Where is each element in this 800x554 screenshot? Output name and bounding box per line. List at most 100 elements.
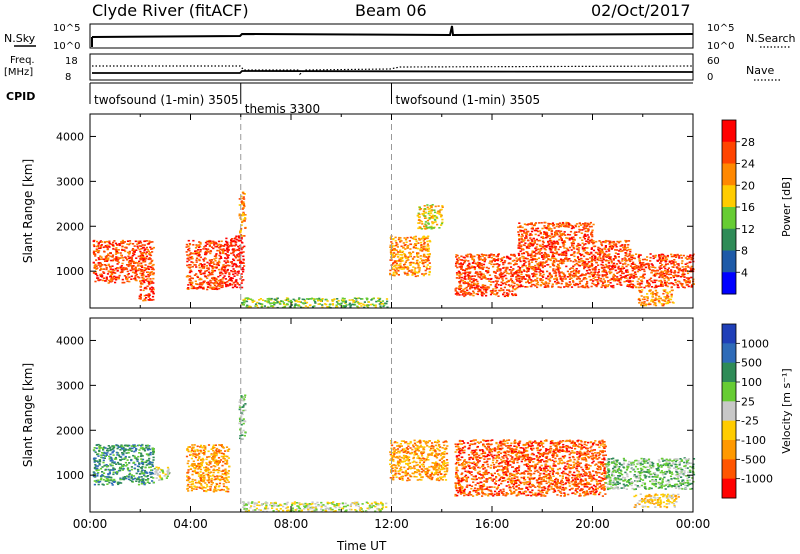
scatter-cell [134, 463, 137, 466]
scatter-cell [592, 242, 595, 245]
scatter-cell [600, 243, 603, 245]
scatter-cell [104, 280, 107, 282]
scatter-cell [111, 460, 114, 462]
scatter-cell [135, 279, 138, 282]
scatter-cell [201, 282, 204, 285]
scatter-cell [653, 281, 657, 284]
scatter-cell [422, 274, 425, 277]
scatter-cell [614, 265, 617, 267]
scatter-cell [191, 282, 194, 284]
scatter-cell [148, 273, 152, 275]
scatter-cell [565, 223, 568, 225]
scatter-cell [417, 222, 420, 224]
scatter-cell [647, 263, 650, 266]
scatter-cell [395, 272, 398, 275]
scatter-cell [462, 288, 465, 291]
scatter-cell [97, 471, 100, 474]
scatter-cell [509, 266, 513, 268]
scatter-cell [136, 262, 139, 264]
scatter-cell [586, 285, 589, 287]
scatter-cell [688, 261, 691, 263]
scatter-cell [112, 276, 115, 278]
scatter-cell [583, 235, 586, 237]
scatter-cell [410, 261, 413, 264]
scatter-cell [640, 303, 643, 306]
scatter-cell [423, 225, 426, 228]
scatter-cell [533, 242, 536, 244]
scatter-cell [545, 254, 548, 256]
scatter-cell [551, 241, 554, 244]
scatter-cell [440, 224, 443, 226]
scatter-cell [195, 261, 198, 263]
scatter-cell [534, 223, 537, 225]
scatter-cell [586, 265, 589, 267]
scatter-cell [366, 298, 369, 301]
scatter-cell [412, 246, 415, 249]
scatter-cell [485, 278, 488, 280]
scatter-cell [517, 244, 520, 247]
scatter-cell [142, 258, 145, 260]
scatter-cell [659, 275, 662, 277]
scatter-cell [649, 256, 652, 259]
scatter-cell [654, 266, 657, 269]
scatter-cell [606, 276, 609, 279]
scatter-cell [585, 258, 588, 260]
date-label: 02/Oct/2017 [591, 1, 691, 20]
scatter-cell [123, 476, 127, 478]
scatter-cell [604, 241, 607, 244]
scatter-cell [609, 258, 612, 261]
scatter-cell [568, 281, 571, 283]
scatter-cell [134, 272, 137, 274]
scatter-cell [380, 302, 383, 304]
scatter-cell [470, 286, 473, 289]
scatter-cell [408, 240, 411, 242]
scatter-cell [616, 272, 619, 274]
scatter-cell [234, 263, 238, 266]
scatter-cell [454, 293, 457, 295]
scatter-cell [404, 238, 408, 241]
scatter-cell [461, 290, 464, 292]
scatter-cell [251, 299, 254, 302]
scatter-cell [546, 236, 549, 238]
scatter-cell [114, 259, 118, 261]
scatter-cell [463, 262, 466, 264]
scatter-cell [568, 224, 571, 226]
scatter-cell [471, 257, 474, 259]
scatter-cell [144, 471, 147, 473]
scatter-cell [263, 305, 266, 307]
scatter-cell [557, 243, 560, 245]
scatter-cell [120, 265, 123, 267]
scatter-cell [111, 448, 114, 451]
scatter-cell [415, 242, 418, 245]
scatter-cell [159, 476, 162, 479]
scatter-cell [470, 275, 473, 278]
scatter-cell [425, 217, 428, 219]
scatter-cell [120, 456, 123, 458]
scatter-cell [594, 251, 597, 254]
scatter-cell [187, 284, 190, 286]
scatter-cell [423, 241, 426, 244]
scatter-cell [559, 286, 562, 289]
scatter-cell [202, 258, 205, 261]
scatter-cell [223, 245, 226, 247]
scatter-cell [684, 263, 687, 265]
scatter-cell [516, 277, 519, 280]
scatter-cell [141, 444, 144, 447]
scatter-cell [147, 296, 151, 298]
scatter-cell [591, 258, 594, 261]
scatter-cell [566, 237, 569, 240]
scatter-cell [565, 225, 568, 228]
scatter-cell [139, 265, 142, 267]
scatter-cell [190, 270, 193, 273]
scatter-cell [152, 263, 155, 266]
scatter-cell [124, 455, 127, 458]
scatter-cell [204, 258, 207, 260]
scatter-cell [344, 301, 347, 303]
scatter-cell [666, 294, 669, 296]
scatter-cell [468, 262, 471, 265]
scatter-cell [102, 478, 105, 481]
scatter-cell [414, 262, 417, 265]
scatter-cell [375, 300, 378, 303]
scatter-cell [294, 304, 297, 307]
scatter-cell [564, 224, 567, 227]
